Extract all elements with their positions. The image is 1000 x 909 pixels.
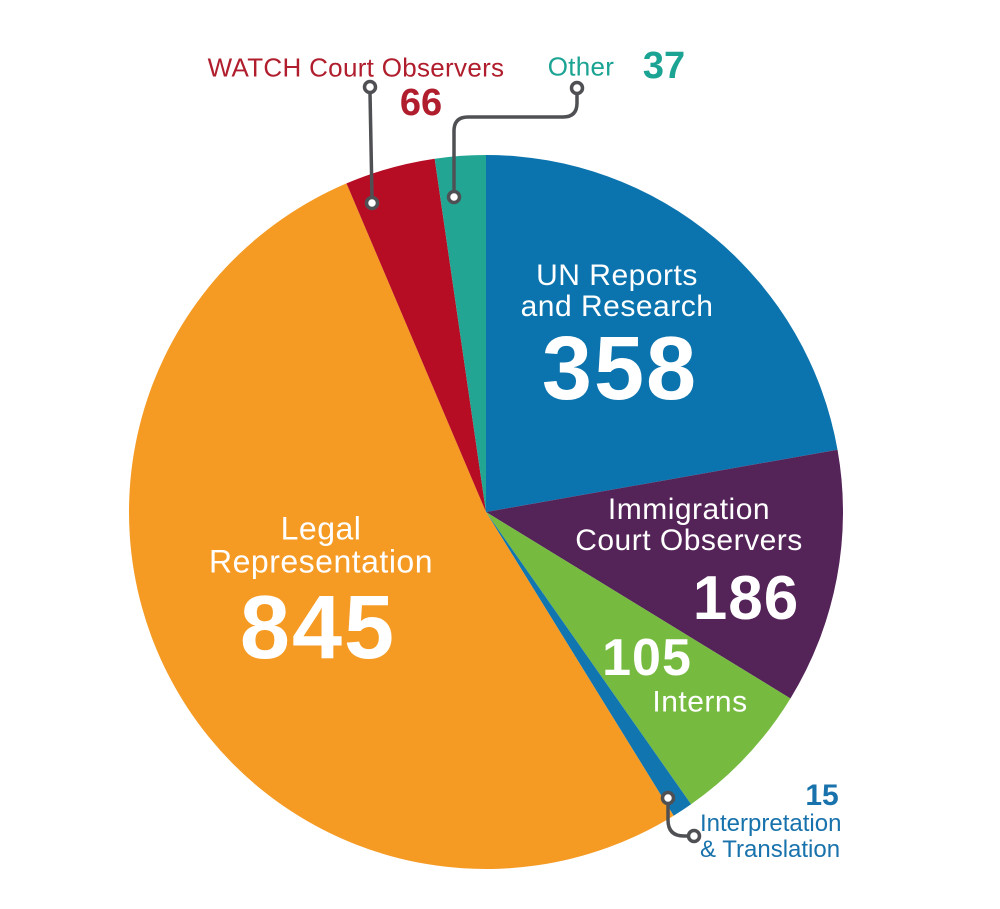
slice-label-line: Representation: [208, 544, 434, 580]
pie-slice-interpretation-translation: [486, 512, 692, 816]
slice-label-line: Immigration: [607, 492, 771, 526]
callout-endpoint-dot: [446, 189, 462, 205]
callout-value-other: 37: [642, 45, 686, 87]
callout-label-interpretation-translation: Interpretation & Translation: [700, 811, 841, 863]
slice-label-line: UN Reports: [536, 258, 698, 292]
callout-label-watch-court-observers: WATCH Court Observers: [207, 52, 505, 83]
callout-path: [368, 92, 374, 198]
slice-label-line: Court Observers: [575, 524, 803, 557]
pie-slice-immigration-court-observers: [486, 449, 843, 699]
callout-path: [666, 803, 688, 838]
slice-value-legal-representation: 845: [239, 578, 397, 678]
pie-slice-watch-court-observers: [346, 158, 486, 512]
callout-endpoint-dot: [686, 828, 702, 844]
slice-label-un-reports: UN Reports and Research: [520, 258, 714, 323]
slice-label-line: and Research: [520, 290, 714, 323]
pie-slice-interns: [486, 512, 791, 805]
callout-line-interpretation-translation: [660, 790, 702, 844]
callout-label-line: Interpretation: [700, 810, 842, 837]
callout-line-watch-court-observers: [362, 79, 380, 211]
pie-slice-legal-representation: [128, 183, 674, 870]
pie-slices-group: [128, 155, 843, 870]
slice-value-interns: 105: [602, 629, 692, 687]
callout-value-interpretation-translation: 15: [805, 779, 839, 812]
callout-endpoint-dot: [364, 195, 380, 211]
callout-path: [452, 93, 579, 192]
callout-label-line: & Translation: [700, 836, 841, 863]
pie-slice-other: [434, 155, 486, 512]
pie-slice-un-reports: [486, 155, 838, 512]
callout-endpoint-dot: [660, 790, 676, 806]
callout-label-other: Other: [547, 51, 615, 82]
callout-value-watch-court-observers: 66: [399, 82, 443, 124]
slice-label-legal-representation: Legal Representation: [208, 510, 434, 580]
callout-endpoint-dot: [569, 80, 585, 96]
slice-value-un-reports: 358: [541, 319, 699, 419]
callout-line-other: [446, 80, 585, 205]
callout-endpoint-dot: [362, 79, 378, 95]
callout-connectors: [362, 79, 702, 844]
slice-label-line: Legal: [280, 510, 362, 547]
slice-label-immigration-court-observers: Immigration Court Observers: [575, 492, 803, 557]
slice-value-immigration-court-observers: 186: [692, 564, 800, 633]
slice-label-interns: Interns: [652, 685, 748, 719]
